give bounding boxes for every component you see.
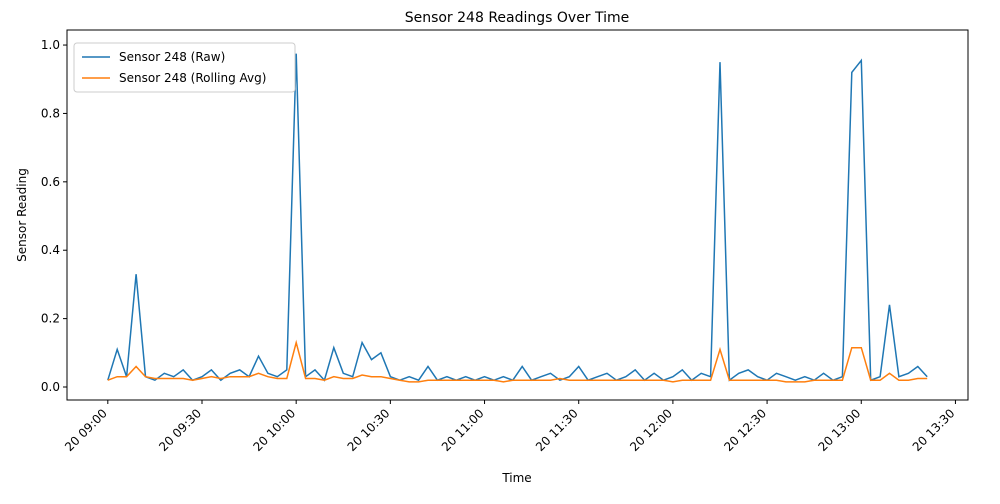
chart-title: Sensor 248 Readings Over Time [405,10,630,26]
x-tick-label: 20 12:00 [627,406,675,454]
legend-box [73,42,296,93]
x-tick-label: 20 10:00 [250,406,298,454]
y-tick-label: 0.8 [41,106,60,120]
y-tick-label: 0.0 [41,380,60,394]
y-axis-label: Sensor Reading [15,168,29,262]
legend-label: Sensor 248 (Raw) [119,50,225,64]
x-axis-label: Time [501,471,531,485]
x-tick-label: 20 13:00 [816,406,864,454]
legend-label: Sensor 248 (Rolling Avg) [119,71,266,85]
x-tick-label: 20 10:30 [345,406,393,454]
x-tick-label: 20 09:30 [156,406,204,454]
x-tick-label: 20 11:30 [533,406,581,454]
x-tick-label: 20 09:00 [62,406,110,454]
x-tick-label: 20 12:30 [721,406,769,454]
x-tick-label: 20 13:30 [910,406,958,454]
y-tick-label: 0.6 [41,175,60,189]
y-tick-label: 0.2 [41,312,60,326]
series-line [107,53,928,382]
x-tick-label: 20 11:00 [439,406,487,454]
y-tick-label: 1.0 [41,38,60,52]
plot-frame [66,29,969,401]
series-line [107,339,928,383]
y-tick-label: 0.4 [41,243,60,257]
